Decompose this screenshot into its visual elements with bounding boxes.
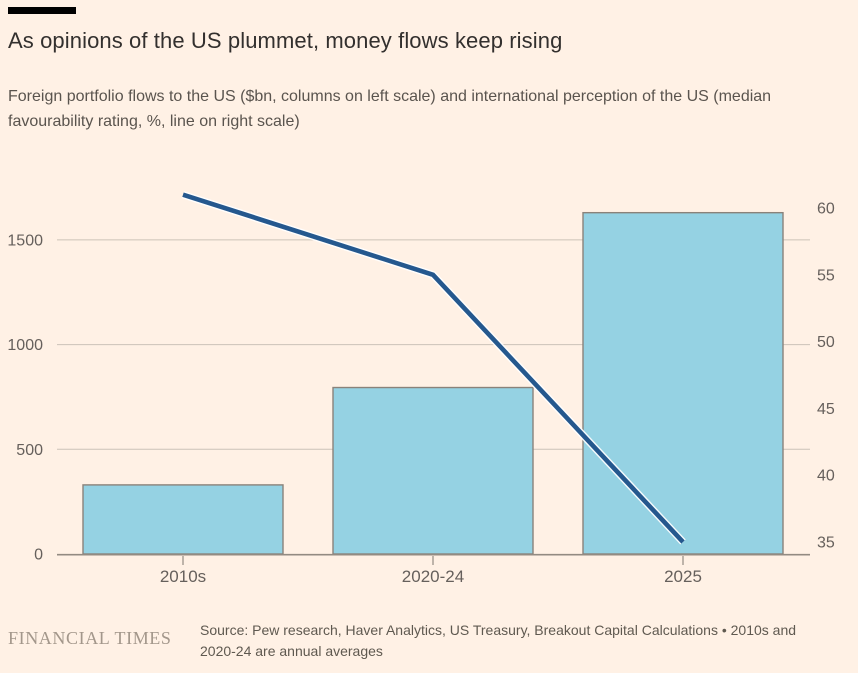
right-axis-label-40: 40 bbox=[817, 468, 835, 485]
source-note: Source: Pew research, Haver Analytics, U… bbox=[200, 622, 797, 659]
left-axis-label-500: 500 bbox=[16, 442, 43, 459]
right-axis-label-35: 35 bbox=[817, 535, 835, 552]
bar-2020-24 bbox=[332, 386, 534, 555]
left-axis-label-1000: 1000 bbox=[7, 337, 43, 354]
x-axis-label-2020-24: 2020-24 bbox=[402, 567, 464, 586]
favourability-line bbox=[182, 192, 685, 544]
right-axis-label-45: 45 bbox=[817, 401, 835, 418]
bar-2010s bbox=[82, 484, 284, 555]
left-axis-label-1500: 1500 bbox=[7, 232, 43, 249]
left-axis-label-0: 0 bbox=[34, 547, 43, 564]
right-axis-label-50: 50 bbox=[817, 334, 835, 351]
x-axis-label-2010s: 2010s bbox=[160, 567, 206, 586]
ft-accent-bar bbox=[8, 7, 76, 14]
right-axis-label-60: 60 bbox=[817, 201, 835, 218]
right-axis-label-55: 55 bbox=[817, 267, 835, 284]
financial-times-logo: FINANCIAL TIMES bbox=[8, 628, 172, 648]
chart-title: As opinions of the US plummet, money flo… bbox=[8, 28, 563, 53]
bar-2025 bbox=[582, 211, 784, 555]
chart-subtitle: Foreign portfolio flows to the US ($bn, … bbox=[8, 88, 772, 130]
x-axis-label-2025: 2025 bbox=[664, 567, 702, 586]
